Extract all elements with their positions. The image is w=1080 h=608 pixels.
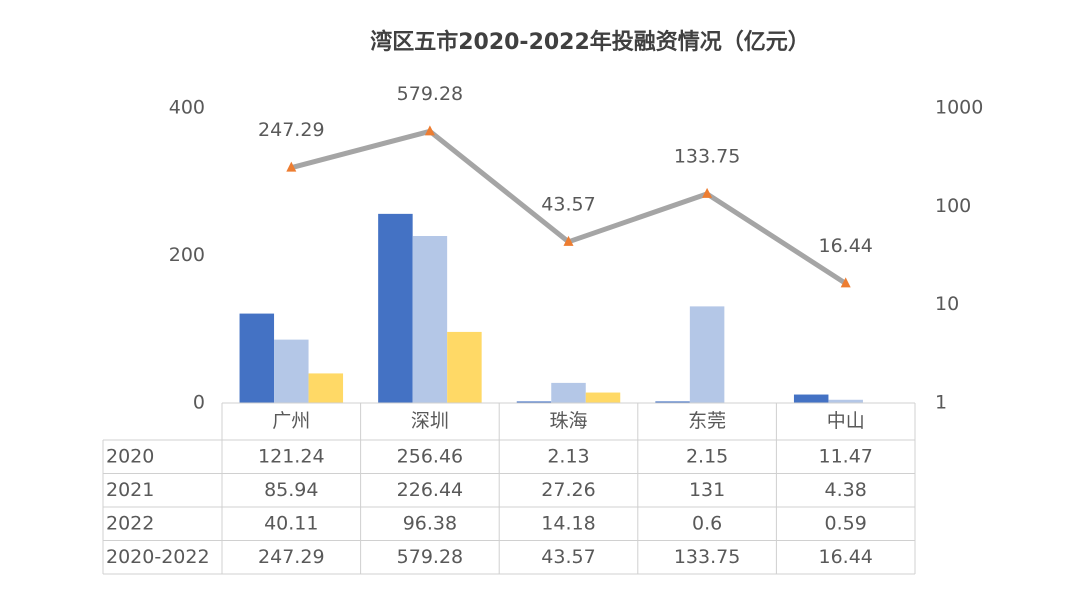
table-cell: 226.44 [397,479,463,501]
y-tick-label: 200 [169,244,205,266]
legend-entry: 2020-2022 [106,546,210,568]
legend-entry: 2020 [106,445,154,467]
y2-tick-label: 1000 [935,97,983,119]
bar [516,401,552,403]
table-cell: 247.29 [258,546,324,568]
bar [274,339,309,403]
table-cell: 16.44 [818,546,872,568]
chart-title: 湾区五市2020-2022年投融资情况（亿元） [370,29,810,55]
bar [308,373,344,403]
table-cell: 2.15 [686,445,728,467]
table-cell: 256.46 [397,445,463,467]
table-cell: 43.57 [541,546,595,568]
table-cell: 85.94 [264,479,318,501]
data-label: 43.57 [541,193,595,215]
marker [286,161,297,172]
marker [424,125,435,136]
category-label: 深圳 [411,410,449,432]
table-cell: 14.18 [541,512,595,534]
table-cell: 4.38 [825,479,867,501]
marker [702,187,713,198]
bar [551,382,586,403]
table-cell: 2.13 [547,445,589,467]
bar [447,331,482,403]
category-label: 珠海 [549,410,587,432]
bar [378,213,413,403]
table-cell: 131 [689,479,725,501]
y2-tick-label: 1 [935,392,947,414]
category-label: 中山 [827,410,865,432]
bar [585,392,621,403]
data-label: 247.29 [258,119,324,141]
table-cell: 27.26 [541,479,595,501]
table-cell: 0.6 [692,512,722,534]
bar [689,306,725,403]
y-tick-label: 0 [193,392,205,414]
table-cell: 11.47 [818,445,872,467]
y2-tick-label: 100 [935,195,971,217]
bar [412,236,448,403]
table-cell: 40.11 [264,512,318,534]
legend-entry: 2021 [106,479,154,501]
category-label: 广州 [272,410,310,432]
category-label: 东莞 [688,410,726,432]
bar [655,401,690,403]
marker [563,235,574,246]
table-cell: 579.28 [397,546,463,568]
table-cell: 121.24 [258,445,324,467]
data-label: 133.75 [674,145,740,167]
bar [828,399,863,403]
bar [239,313,275,403]
table-cell: 133.75 [674,546,740,568]
y-tick-label: 400 [169,97,205,119]
y2-tick-label: 10 [935,293,959,315]
legend-entry: 2022 [106,512,154,534]
table-cell: 0.59 [825,512,867,534]
data-label: 579.28 [397,83,463,105]
marker [840,277,851,288]
data-label: 16.44 [818,235,872,257]
bar [793,394,829,403]
table-cell: 96.38 [403,512,457,534]
